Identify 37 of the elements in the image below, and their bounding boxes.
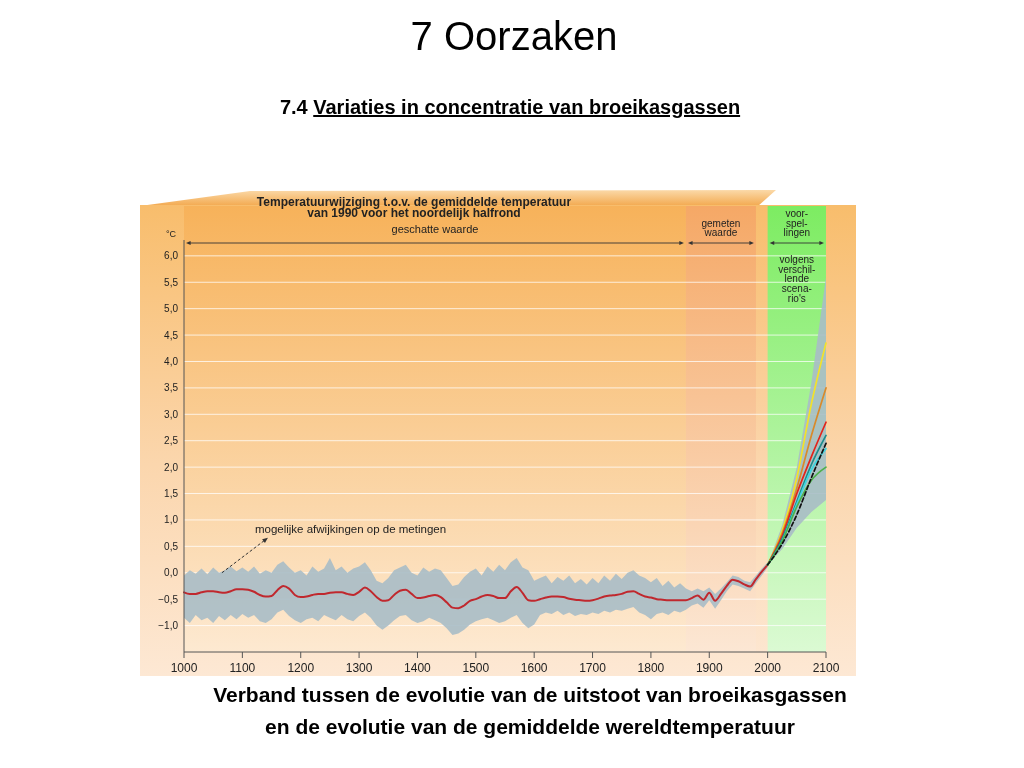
x-tick-label: 1300 [345, 661, 373, 675]
y-tick-label: 3,5 [164, 382, 179, 394]
band-label: gemeten waarde [701, 217, 741, 238]
x-tick-label: 1000 [170, 661, 198, 675]
text: Temperatuurwijziging t.o.v. de gemiddelde temperatuur van 1990 voor het noordelijk halfrond [256, 195, 572, 220]
y-tick-label: 5,5 [164, 276, 179, 288]
x-tick-label: 1600 [520, 661, 548, 675]
y-tick-label: −1,0 [158, 620, 179, 632]
chart-subtitle: 7.4 Variaties in concentratie van broeikasgassen [279, 96, 741, 118]
x-tick-label: 1900 [695, 661, 723, 675]
x-tick-label: 1800 [637, 661, 665, 675]
y-tick-label: 1,0 [164, 514, 179, 526]
y-tick-label: 0,5 [164, 540, 179, 552]
y-tick-label: 6,0 [164, 250, 179, 262]
y-tick-label: 2,5 [164, 435, 179, 447]
y-tick-label: 3,0 [164, 408, 179, 420]
x-tick-label: 1100 [229, 661, 256, 675]
band-label: voor- spel- lingen [783, 208, 811, 238]
x-tick-label: 1700 [579, 661, 607, 675]
y-tick-label: 4,5 [164, 329, 179, 341]
text: Verband tussen de evolutie van de uitstoot van broeikasgassen en de evolutie van de gemiddelde wereldtemperatuur [213, 683, 847, 738]
x-tick-label: 1400 [404, 661, 432, 675]
y-tick-label: −0,5 [158, 593, 179, 605]
x-tick-label: 1200 [287, 661, 315, 675]
annotation: mogelijke afwijkingen op de metingen [254, 522, 447, 535]
y-tick-label: 1,5 [164, 488, 179, 500]
annotation: volgens verschil- lende scena- rio's [778, 254, 816, 304]
x-tick-label: 1500 [462, 661, 490, 675]
chart-title: 7 Oorzaken [410, 14, 618, 58]
band-label: geschatte waarde [391, 223, 479, 235]
y-tick-label: 4,0 [164, 355, 179, 367]
y-axis-title: °C [165, 229, 177, 239]
y-tick-label: 0,0 [164, 567, 179, 579]
x-tick-label: 2000 [754, 661, 782, 675]
y-tick-label: 2,0 [164, 461, 179, 473]
y-tick-label: 5,0 [164, 303, 179, 315]
x-tick-label: 2100 [812, 661, 840, 675]
